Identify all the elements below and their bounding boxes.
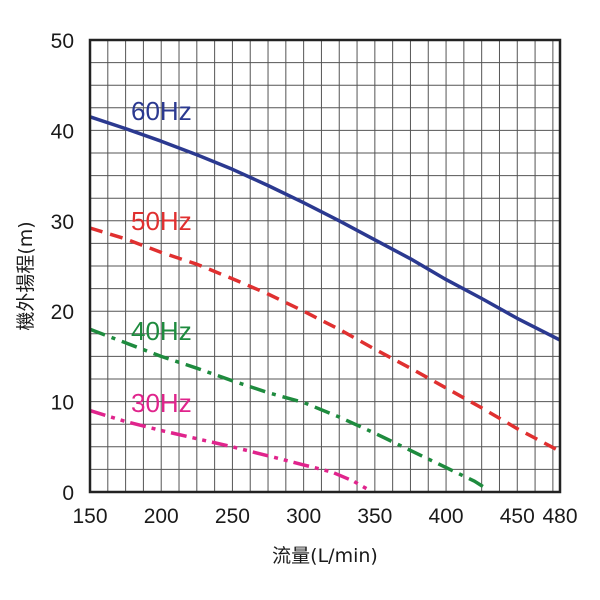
x-tick-label: 200 <box>144 505 179 528</box>
y-tick-label: 10 <box>51 392 74 415</box>
y-tick-label: 40 <box>51 120 74 143</box>
series-line-30hz <box>89 408 369 491</box>
series-label-40hz: 40Hz <box>131 316 192 346</box>
x-tick-label: 450 <box>500 505 535 528</box>
tick-labels: 150 200 250 300 350 400 450 480 0 10 20 30 40 50 <box>51 30 578 528</box>
series-line-50hz <box>89 226 561 453</box>
series-label-50hz: 50Hz <box>131 206 192 236</box>
grid <box>90 40 560 492</box>
x-tick-label: 150 <box>72 505 107 528</box>
series-line-60hz <box>89 115 561 342</box>
y-tick-label: 20 <box>51 301 74 324</box>
x-tick-label: 480 <box>542 505 577 528</box>
x-axis-title: 流量(L/min) <box>272 545 378 567</box>
x-tick-label: 350 <box>357 505 392 528</box>
plot-frame <box>88 38 562 494</box>
series-line-40hz <box>89 327 490 492</box>
y-tick-label: 0 <box>62 482 74 505</box>
x-tick-label: 400 <box>429 505 464 528</box>
x-tick-label: 300 <box>286 505 321 528</box>
series-label-60hz: 60Hz <box>131 96 192 126</box>
series-lines <box>89 115 561 492</box>
series-label-30hz: 30Hz <box>131 388 192 418</box>
y-tick-label: 50 <box>51 30 74 53</box>
y-axis-title: 機外揚程(m) <box>15 221 37 330</box>
x-tick-label: 250 <box>215 505 250 528</box>
y-tick-label: 30 <box>51 211 74 234</box>
series-labels: 60Hz 50Hz 40Hz 30Hz <box>131 96 192 418</box>
